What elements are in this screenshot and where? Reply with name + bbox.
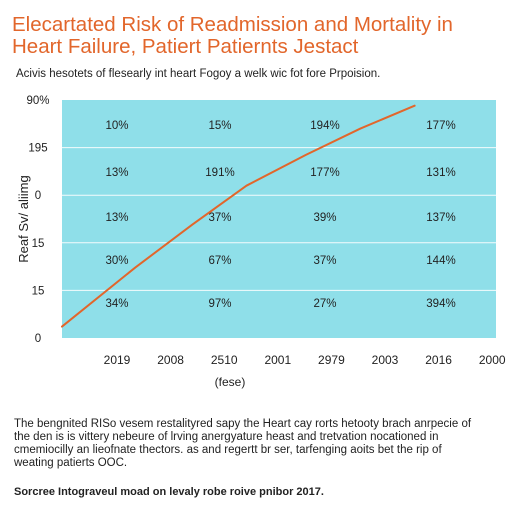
x-tick-label: 2008 [157,353,184,367]
cell-value-label: 13% [105,167,128,179]
footnote-line: weating patierts OOC. [14,457,128,469]
cell-value-label: 144% [426,255,455,267]
cell-value-label: 177% [426,120,455,132]
footnote-line: cmemiocilly an lieofnate thectors. as an… [14,444,442,456]
footnote-line: The bengnited RISo vesem restalityred sa… [14,418,472,430]
cell-value-label: 177% [310,167,339,179]
cell-value-label: 39% [313,212,336,224]
y-tick-label: 15 [32,285,45,297]
cell-value-label: 137% [426,212,455,224]
x-tick-label: 2000 [479,353,506,367]
y-tick-label: 195 [28,143,47,155]
y-tick-label: 15 [32,238,45,250]
y-tick-label: 0 [35,190,41,202]
y-axis-label: Reaf Sv/ aliimg [16,175,31,262]
cell-value-label: 27% [313,298,336,310]
x-tick-label: 2019 [104,353,131,367]
y-tick-label: 90% [26,95,49,107]
x-tick-label: 2510 [211,353,238,367]
footnote: The bengnited RISo vesem restalityred sa… [14,418,504,470]
x-tick-label: 2001 [264,353,291,367]
cell-value-label: 131% [426,167,455,179]
cell-value-label: 97% [208,298,231,310]
cell-value-label: 37% [208,212,231,224]
cell-value-label: 30% [105,255,128,267]
chart-title: Elecartated Risk of Readmission and Mort… [12,14,502,58]
cell-value-label: 394% [426,298,455,310]
chart-title-line-1: Elecartated Risk of Readmission and Mort… [12,13,453,36]
series-line [61,104,416,328]
cell-value-label: 34% [105,298,128,310]
y-tick-label: 0 [35,333,41,345]
cell-value-label: 13% [105,212,128,224]
x-tick-label: 2016 [425,353,452,367]
source-note: Sorcree Intograveul moad on levaly robe … [14,486,324,498]
cell-value-label: 15% [208,120,231,132]
x-tick-label: 2003 [372,353,399,367]
x-tick-label: 2979 [318,353,345,367]
cell-value-label: 191% [205,167,234,179]
footnote-line: the den is is vittery nebeure of lrving … [14,431,439,443]
cell-value-label: 37% [313,255,336,267]
x-axis-label: (fese) [215,375,246,389]
cell-value-label: 67% [208,255,231,267]
line-chart: 90% 195 0 15 15 0 2019 2008 2510 2001 2979 2003 2016… [16,95,506,389]
cell-value-label: 10% [105,120,128,132]
plot-background [62,100,496,338]
chart-title-line-2: Heart Failure, Patiert Patiernts Jestact [12,35,359,58]
cell-value-label: 194% [310,120,339,132]
chart-subtitle: Acivis hesotets of flesearly int heart F… [16,68,381,80]
